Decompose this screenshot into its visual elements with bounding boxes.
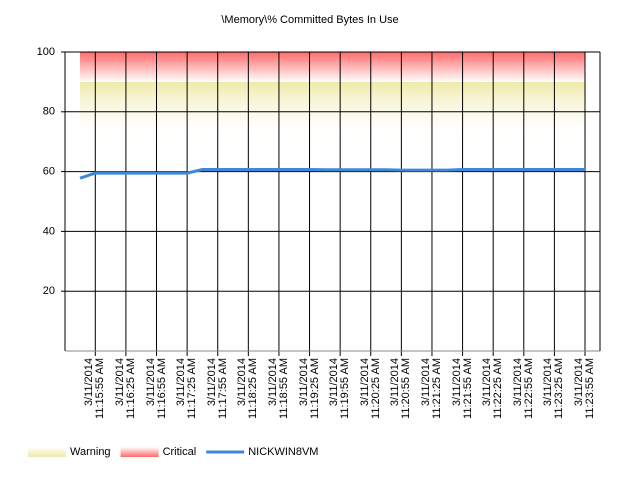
data-line <box>79 168 585 180</box>
x-tick-label: 3/11/2014 11:21:55 AM <box>450 358 474 419</box>
x-tick-label: 3/11/2014 11:16:55 AM <box>144 358 168 419</box>
chart-title: \Memory\% Committed Bytes In Use <box>221 14 398 26</box>
x-tick-label: 3/11/2014 11:22:25 AM <box>481 358 505 419</box>
y-tick-label: 80 <box>43 106 55 118</box>
x-tick-label: 3/11/2014 11:23:25 AM <box>542 358 566 419</box>
y-tick-label: 100 <box>37 46 55 58</box>
x-tick-label: 3/11/2014 11:17:25 AM <box>175 358 199 419</box>
legend-swatch <box>28 447 66 457</box>
legend-swatch <box>120 447 159 457</box>
x-tick-label: 3/11/2014 11:23:55 AM <box>573 358 596 419</box>
x-tick-label: 3/11/2014 11:20:55 AM <box>389 358 413 419</box>
y-tick-label: 40 <box>43 225 55 237</box>
x-tick-label: 3/11/2014 11:16:25 AM <box>113 358 137 419</box>
y-tick-label: 20 <box>43 285 55 297</box>
y-tick-label: 60 <box>43 166 55 178</box>
x-tick-label: 3/11/2014 11:20:25 AM <box>358 358 382 419</box>
x-tick-label: 3/11/2014 11:19:25 AM <box>297 358 321 419</box>
x-tick-label: 3/11/2014 11:19:55 AM <box>328 358 352 419</box>
x-tick-label: 3/11/2014 11:18:25 AM <box>236 358 260 419</box>
threshold-band <box>80 52 585 82</box>
x-tick-label: 3/11/2014 11:21:25 AM <box>419 358 443 419</box>
x-tick-label: 3/11/2014 11:17:55 AM <box>205 358 229 419</box>
x-tick-label: 3/11/2014 11:15:55 AM <box>83 358 107 419</box>
x-tick-label: 3/11/2014 11:18:55 AM <box>266 358 290 419</box>
legend-label: Warning <box>70 446 111 458</box>
legend-label: NICKWIN8VM <box>248 446 318 458</box>
legend-label: Critical <box>163 446 197 458</box>
x-tick-label: 3/11/2014 11:22:55 AM <box>511 358 535 419</box>
